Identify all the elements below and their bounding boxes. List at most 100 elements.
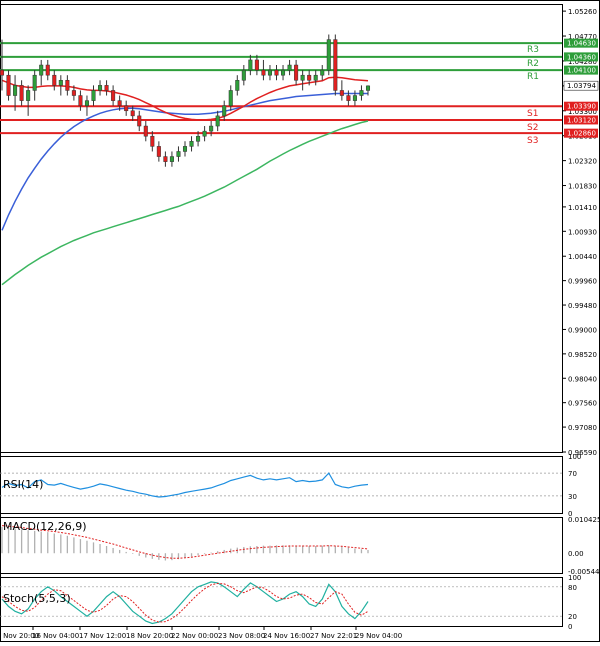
candle: [58, 75, 63, 96]
stoch-tick-label: 100: [568, 574, 581, 582]
macd-signal-line: [1, 525, 369, 559]
pivot-name-s3: S3: [527, 136, 538, 146]
time-tick-label: 16 Nov 04:00: [32, 632, 79, 640]
price-tick-label: 0.99480: [568, 302, 597, 310]
price-tick-label: 1.01830: [568, 183, 597, 191]
candle-body: [176, 151, 181, 157]
candle: [339, 80, 344, 101]
candle: [150, 131, 155, 152]
candle-body: [313, 74, 318, 81]
candle: [202, 126, 207, 142]
pivot-price-tag-r3: 1.04630: [567, 40, 596, 48]
candle-body: [163, 156, 168, 162]
pivot-price-tag-s1: 1.03390: [567, 103, 596, 111]
candle-body: [287, 64, 292, 71]
candle: [111, 85, 116, 106]
candle-body: [196, 135, 201, 142]
candle: [104, 80, 109, 96]
price-tick-label: 1.04770: [568, 33, 597, 41]
candle: [52, 70, 57, 91]
candle: [71, 85, 76, 101]
candle-body: [13, 85, 18, 96]
ma-mid-line: [1, 92, 368, 231]
stoch-panel: Stoch(5,5,3): [0, 581, 562, 625]
price-panel: R3 R2 R1 S1 S2 S3: [0, 34, 562, 286]
rsi-line: [1, 472, 369, 498]
candle: [274, 65, 279, 81]
rsi-panel: RSI(14): [0, 472, 562, 498]
candle-body: [261, 69, 266, 76]
candle-body: [150, 135, 155, 147]
candle: [209, 120, 214, 137]
candle: [169, 151, 174, 167]
candle: [182, 141, 188, 157]
macd-panel: MACD(12,26,9): [1, 520, 369, 561]
price-tick-label: 1.04280: [568, 58, 597, 66]
pivot-price-tag-r2: 1.04360: [567, 53, 596, 61]
candle: [287, 59, 292, 76]
macd-frame: [0, 517, 563, 574]
candle-body: [215, 115, 220, 127]
pivot-name-r1: R1: [527, 72, 539, 82]
candle-body: [156, 146, 161, 157]
candle: [98, 80, 103, 96]
candle: [163, 151, 168, 167]
pivot-name-r2: R2: [527, 59, 539, 69]
candle-body: [130, 110, 135, 117]
pivot-price-tag-bg: [564, 65, 598, 75]
ma-long-line: [1, 120, 369, 286]
candle-body: [65, 80, 70, 91]
candle: [137, 110, 142, 132]
candle-body: [98, 85, 103, 91]
candle: [313, 70, 318, 86]
candle: [235, 75, 240, 96]
price-tick-label: 1.00930: [568, 228, 597, 236]
candle: [281, 65, 286, 81]
macd-tick-label: -0.005445: [568, 568, 600, 576]
candle: [300, 70, 305, 91]
candle: [307, 70, 312, 86]
candle-body: [281, 69, 286, 76]
pivot-price-tag-s2: 1.03120: [567, 116, 596, 124]
candle-body: [104, 85, 109, 91]
candle-body: [300, 74, 305, 81]
pivot-price-tag-s3: 1.02860: [567, 130, 596, 138]
candle: [320, 65, 325, 81]
candle-body: [111, 90, 116, 101]
pivot-name-r3: R3: [527, 45, 539, 55]
rsi-tick-label: 0: [568, 510, 572, 518]
pivot-price-tag-bg: [564, 38, 598, 48]
candle: [84, 95, 89, 116]
candle-body: [189, 141, 194, 147]
price-tick-label: 0.98040: [568, 375, 597, 383]
candle: [267, 65, 272, 81]
candle-body: [307, 74, 312, 81]
rsi-tick-label: 100: [568, 453, 581, 461]
pivot-price-tag-r1: 1.04100: [567, 67, 596, 75]
stoch-signal-line: [1, 582, 369, 623]
time-tick-label: 23 Nov 08:00: [218, 632, 265, 640]
price-axis: 1.052601.047701.042801.037901.033001.028…: [562, 8, 600, 631]
price-tick-label: 0.99960: [568, 278, 597, 286]
price-tick-label: 0.97560: [568, 400, 597, 408]
candle-body: [209, 125, 214, 132]
candle: [261, 59, 266, 81]
time-tick-label: 15 Nov 20:00: [0, 632, 39, 640]
candle-body: [78, 95, 83, 106]
price-tick-label: 1.03300: [568, 108, 597, 116]
stoch-main-line: [1, 581, 369, 625]
price-tick-label: 1.02320: [568, 158, 597, 166]
candle-body: [339, 90, 344, 96]
candle: [19, 80, 24, 106]
candle-body: [222, 105, 227, 117]
stoch-frame: [0, 577, 563, 627]
candle: [117, 95, 122, 111]
price-tick-label: 0.97080: [568, 424, 597, 432]
candle-body: [228, 90, 233, 106]
price-tick-label: 1.01410: [568, 204, 597, 212]
pivot-name-s1: S1: [527, 109, 538, 119]
candle-body: [235, 80, 240, 91]
pivot-price-tag-bg: [564, 128, 598, 138]
